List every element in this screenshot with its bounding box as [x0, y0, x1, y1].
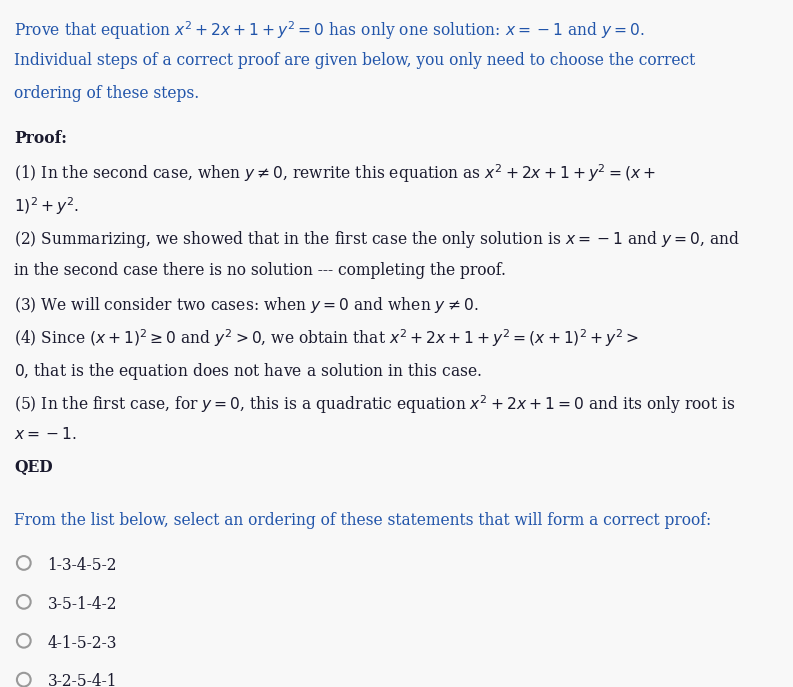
Text: 3-5-1-4-2: 3-5-1-4-2: [48, 596, 117, 613]
Text: Prove that equation $x^2 + 2x + 1 + y^2 = 0$ has only one solution: $x = -1$ and: Prove that equation $x^2 + 2x + 1 + y^2 …: [14, 19, 645, 42]
Text: (5) In the first case, for $y = 0$, this is a quadratic equation $x^2 + 2x + 1 =: (5) In the first case, for $y = 0$, this…: [14, 394, 736, 416]
Text: (1) In the second case, when $y \neq 0$, rewrite this equation as $x^2 + 2x + 1 : (1) In the second case, when $y \neq 0$,…: [14, 163, 657, 185]
Text: ordering of these steps.: ordering of these steps.: [14, 85, 200, 102]
Text: (4) Since $(x + 1)^2 \geq 0$ and $y^2 > 0$, we obtain that $x^2 + 2x + 1 + y^2 =: (4) Since $(x + 1)^2 \geq 0$ and $y^2 > …: [14, 328, 639, 349]
Text: $0$, that is the equation does not have a solution in this case.: $0$, that is the equation does not have …: [14, 361, 483, 381]
Text: $1)^2 + y^2.$: $1)^2 + y^2.$: [14, 196, 79, 217]
Text: in the second case there is no solution --- completing the proof.: in the second case there is no solution …: [14, 262, 506, 279]
Text: (3) We will consider two cases: when $y = 0$ and when $y \neq 0.$: (3) We will consider two cases: when $y …: [14, 295, 478, 315]
Text: Proof:: Proof:: [14, 130, 67, 147]
Text: 1-3-4-5-2: 1-3-4-5-2: [48, 556, 117, 574]
Text: From the list below, select an ordering of these statements that will form a cor: From the list below, select an ordering …: [14, 513, 711, 529]
Text: Individual steps of a correct proof are given below, you only need to choose the: Individual steps of a correct proof are …: [14, 52, 695, 69]
Text: 4-1-5-2-3: 4-1-5-2-3: [48, 635, 117, 651]
Text: $x = -1.$: $x = -1.$: [14, 427, 77, 444]
Text: (2) Summarizing, we showed that in the first case the only solution is $x = -1$ : (2) Summarizing, we showed that in the f…: [14, 229, 740, 249]
Text: 3-2-5-4-1: 3-2-5-4-1: [48, 673, 117, 687]
Text: QED: QED: [14, 460, 53, 477]
